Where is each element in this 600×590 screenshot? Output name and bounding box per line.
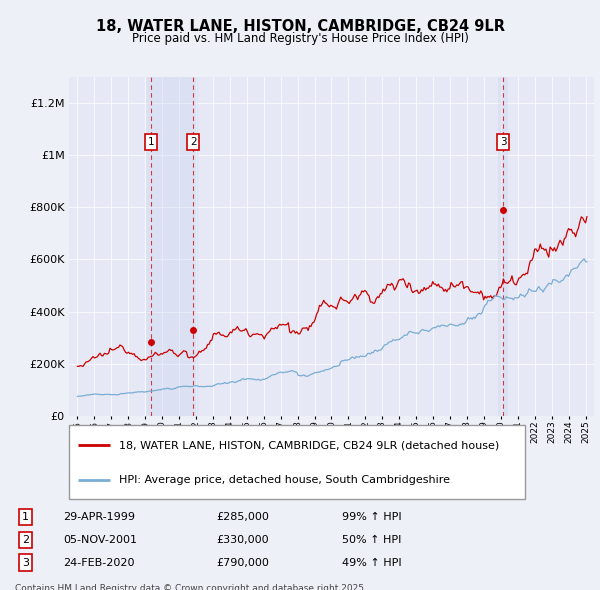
Text: 18, WATER LANE, HISTON, CAMBRIDGE, CB24 9LR (detached house): 18, WATER LANE, HISTON, CAMBRIDGE, CB24 … (119, 441, 499, 450)
Text: 2: 2 (22, 535, 29, 545)
Bar (146, 77, 199, 416)
Text: £330,000: £330,000 (216, 535, 269, 545)
Text: 24-FEB-2020: 24-FEB-2020 (63, 558, 134, 568)
Text: £790,000: £790,000 (216, 558, 269, 568)
Text: HPI: Average price, detached house, South Cambridgeshire: HPI: Average price, detached house, Sout… (119, 475, 450, 485)
FancyBboxPatch shape (69, 425, 525, 499)
Text: £285,000: £285,000 (216, 512, 269, 522)
Text: 05-NOV-2001: 05-NOV-2001 (63, 535, 137, 545)
Text: 29-APR-1999: 29-APR-1999 (63, 512, 135, 522)
Text: 1: 1 (148, 137, 154, 147)
Text: 18, WATER LANE, HISTON, CAMBRIDGE, CB24 9LR: 18, WATER LANE, HISTON, CAMBRIDGE, CB24 … (95, 19, 505, 34)
Text: Price paid vs. HM Land Registry's House Price Index (HPI): Price paid vs. HM Land Registry's House … (131, 32, 469, 45)
Text: 3: 3 (22, 558, 29, 568)
Text: 50% ↑ HPI: 50% ↑ HPI (342, 535, 401, 545)
Bar (499, 77, 508, 416)
Text: 3: 3 (500, 137, 507, 147)
Text: 1: 1 (22, 512, 29, 522)
Text: 49% ↑ HPI: 49% ↑ HPI (342, 558, 401, 568)
Text: Contains HM Land Registry data © Crown copyright and database right 2025.
This d: Contains HM Land Registry data © Crown c… (15, 584, 367, 590)
Text: 2: 2 (190, 137, 197, 147)
Text: 99% ↑ HPI: 99% ↑ HPI (342, 512, 401, 522)
